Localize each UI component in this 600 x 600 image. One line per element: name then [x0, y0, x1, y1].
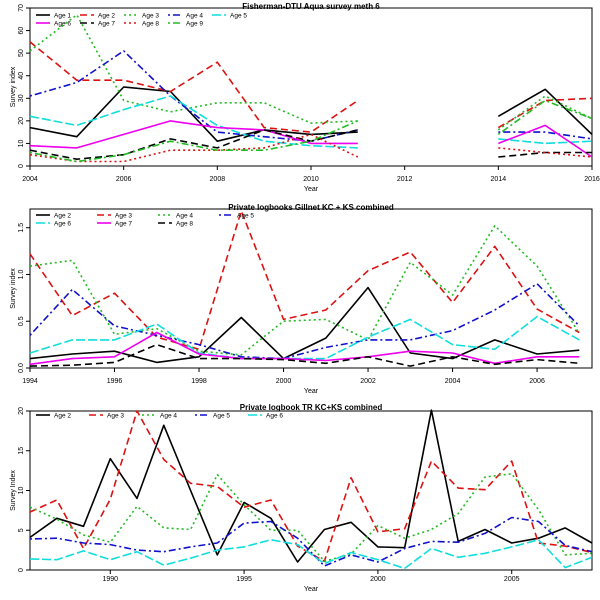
legend-label: Age 7 [115, 221, 132, 228]
y-tick-label: 1.0 [18, 269, 25, 279]
legend-label: Age 3 [107, 413, 124, 420]
x-tick-label: 2006 [116, 176, 132, 183]
y-tick-label: 15 [18, 447, 25, 455]
plot-frame [29, 208, 593, 369]
y-axis-label: Survey index [10, 268, 17, 309]
legend-label: Age 4 [176, 213, 193, 220]
legend-label: Age 3 [115, 213, 132, 220]
x-tick-label: 1990 [102, 576, 118, 583]
y-tick-label: 10 [18, 139, 25, 147]
x-tick-label: 2004 [445, 378, 461, 385]
y-tick-label: 30 [18, 94, 25, 102]
legend-label: Age 2 [54, 413, 71, 420]
legend-label: Age 6 [54, 21, 71, 28]
series-line-age-7 [29, 129, 592, 160]
legend-label: Age 6 [266, 413, 283, 420]
legend-label: Age 8 [176, 221, 193, 228]
legend-label: Age 3 [142, 13, 159, 20]
x-tick-label: 2006 [529, 378, 545, 385]
legend-label: Age 4 [160, 413, 177, 420]
series-line-age-6 [29, 539, 593, 570]
series-line-age-6 [29, 120, 593, 158]
legend-label: Age 8 [142, 21, 159, 28]
legend-label: Age 5 [213, 413, 230, 420]
y-tick-label: 0.0 [18, 363, 25, 373]
legend-label: Age 2 [98, 13, 115, 20]
y-tick-label: 0 [18, 164, 25, 168]
x-tick-label: 2014 [491, 176, 507, 183]
legend-label: Age 6 [54, 221, 71, 228]
x-tick-label: 2004 [22, 176, 38, 183]
y-tick-label: 5 [18, 528, 25, 532]
legend-label: Age 2 [54, 213, 71, 220]
series-line-age-7 [29, 331, 580, 366]
y-tick-label: 0 [18, 568, 25, 572]
y-tick-label: 40 [18, 72, 25, 80]
chart-panel-2: Private logbooks Gillnet KC + KS combine… [10, 203, 593, 395]
chart-title: Private logbooks Gillnet KC + KS combine… [228, 203, 394, 212]
y-tick-label: 1.5 [18, 223, 25, 233]
x-axis-label: Year [304, 388, 319, 395]
x-tick-label: 2000 [276, 378, 292, 385]
y-tick-label: 10 [18, 487, 25, 495]
series-line-age-8 [29, 343, 580, 367]
x-tick-label: 2010 [303, 176, 319, 183]
series-line-age-5 [29, 283, 580, 360]
chart-title: Fisherman-DTU Aqua survey meth 6 [242, 2, 380, 11]
series-line-age-2 [29, 41, 593, 133]
legend-label: Age 4 [186, 13, 203, 20]
y-tick-label: 70 [18, 4, 25, 12]
series-line-age-5 [29, 516, 593, 567]
series-line-age-3 [29, 14, 593, 131]
series-line-age-5 [29, 95, 593, 149]
chart-title: Private logbook TR KC+KS combined [240, 403, 383, 412]
x-axis-label: Year [304, 586, 319, 593]
series-line-age-6 [29, 315, 580, 360]
series-line-age-3 [29, 210, 580, 351]
x-tick-label: 2008 [210, 176, 226, 183]
x-tick-label: 1995 [236, 576, 252, 583]
x-tick-label: 2012 [397, 176, 413, 183]
x-axis-label: Year [304, 186, 319, 193]
legend-label: Age 5 [230, 13, 247, 20]
y-tick-label: 60 [18, 27, 25, 35]
x-tick-label: 2002 [360, 378, 376, 385]
series-line-age-1 [29, 86, 593, 142]
series-line-age-3 [29, 410, 593, 563]
x-tick-label: 1996 [107, 378, 123, 385]
y-tick-label: 0.5 [18, 316, 25, 326]
chart-panel-3: Private logbook TR KC+KS combined 1990 199… [10, 403, 593, 593]
y-tick-label: 20 [18, 407, 25, 415]
legend-label: Age 1 [54, 13, 71, 20]
y-tick-label: 20 [18, 117, 25, 125]
legend-label: Age 5 [237, 213, 254, 220]
x-tick-label: 2000 [370, 576, 386, 583]
series-line-age-4 [29, 473, 593, 563]
series-line-age-8 [29, 133, 593, 163]
legend-label: Age 9 [186, 21, 203, 28]
x-tick-label: 2005 [504, 576, 520, 583]
x-tick-label: 1994 [22, 378, 38, 385]
y-axis-label: Survey index [10, 66, 17, 107]
x-tick-label: 1998 [191, 378, 207, 385]
plot-frame [29, 7, 593, 167]
series-line-age-2 [29, 409, 593, 563]
series-line-age-4 [29, 225, 580, 356]
series-line-age-9 [29, 99, 593, 163]
x-tick-label: 2016 [584, 176, 600, 183]
y-tick-label: 50 [18, 49, 25, 57]
legend-label: Age 7 [98, 21, 115, 28]
y-axis-label: Survey Index [10, 470, 17, 511]
